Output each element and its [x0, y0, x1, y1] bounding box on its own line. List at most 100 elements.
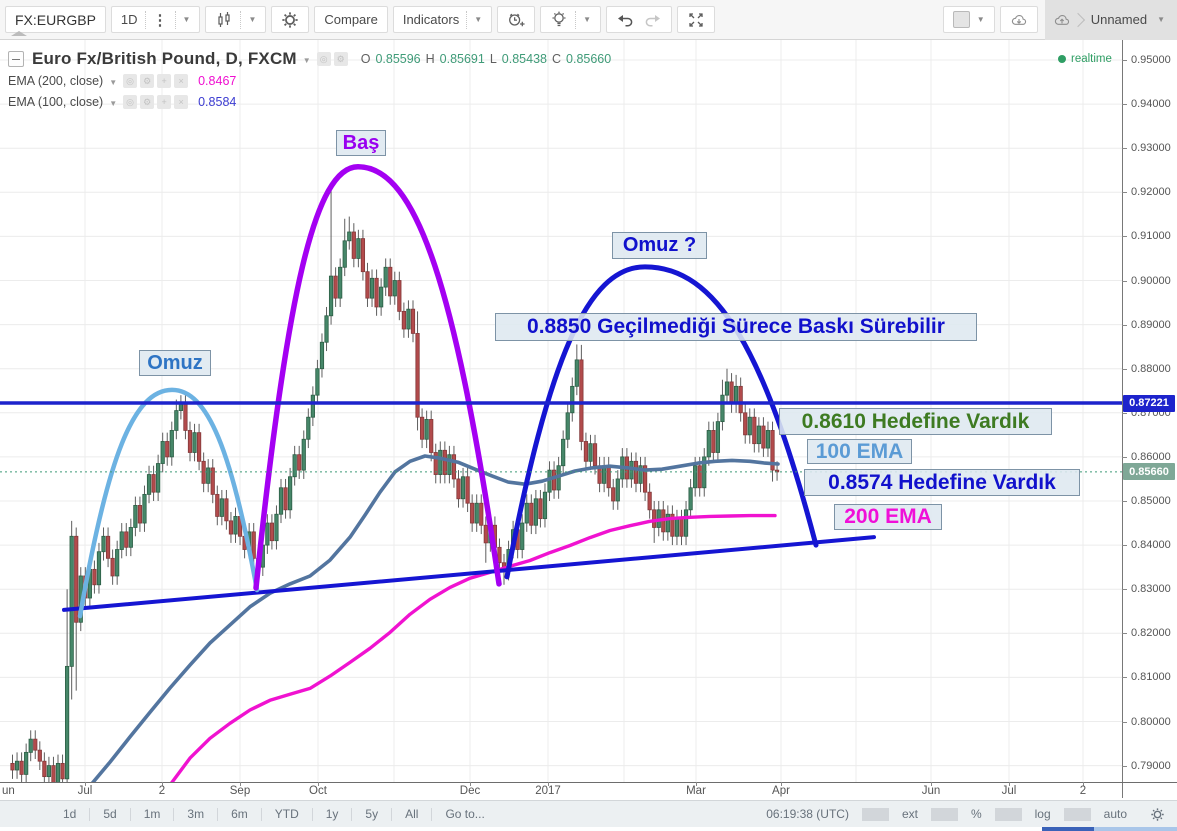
layout-name[interactable]: Unnamed [1090, 12, 1148, 27]
chevron-down-icon[interactable]: ▼ [583, 14, 592, 24]
chevron-down-icon[interactable]: ▼ [302, 56, 311, 65]
range-5y[interactable]: 5y [365, 807, 379, 821]
divider [466, 10, 468, 29]
price-axis-line[interactable] [1122, 40, 1123, 798]
price-axis[interactable]: 0.95000 0.94000 0.93000 0.92000 0.91000 0.900… [1122, 0, 1177, 800]
time-tick-label: Dec [459, 785, 481, 797]
chart-legend: Euro Fx/British Pound, D, FXCM ▼ ◎ ⚙ O 0.… [8, 49, 611, 113]
time-tick-dash [781, 782, 782, 786]
toggle-ext[interactable]: ext [901, 807, 918, 821]
redo-icon[interactable] [644, 11, 662, 29]
price-tick-label: 0.84000 [1131, 539, 1171, 552]
candlestick-style-icon [218, 11, 231, 27]
alarm-add-icon [509, 13, 525, 26]
eye-icon[interactable]: ◎ [316, 52, 331, 66]
indicator-row-ema200: EMA (200, close) ▼ ◎ ⚙ + × 0.8467 [8, 71, 611, 91]
time-tick-dash [1009, 782, 1010, 786]
toolbar-right-group: ▼ Unnamed ▼ [942, 0, 1177, 40]
time-tick-dash [470, 782, 471, 786]
left-shoulder-label[interactable]: Omuz [139, 350, 211, 376]
price-tick-dash [1122, 589, 1127, 591]
ema100-line [90, 454, 780, 782]
layout-select-button[interactable]: ▼ [942, 6, 995, 33]
range-1m[interactable]: 1m [143, 807, 161, 821]
target-8574-note[interactable]: 0.8574 Hedefine Vardık [804, 469, 1080, 496]
compare-button[interactable]: Compare [314, 6, 388, 33]
time-tick-label: Jul [77, 785, 93, 797]
add-alert-button[interactable] [497, 6, 536, 33]
ideas-button[interactable]: ▼ [540, 6, 602, 33]
toggle-log[interactable]: log [1034, 807, 1051, 821]
goto-date-button[interactable]: Go to... [445, 807, 485, 821]
series-title: Euro Fx/British Pound, D, FXCM [32, 49, 297, 68]
interval-text: 1D [120, 12, 138, 27]
range-6m[interactable]: 6m [231, 807, 248, 821]
ema200-line [170, 513, 777, 782]
chevron-down-icon[interactable]: ▼ [109, 99, 118, 108]
range-all[interactable]: All [405, 807, 419, 821]
collapse-toolbar-arrow[interactable] [11, 31, 27, 36]
chart-style-button[interactable]: ▼ [205, 6, 267, 33]
price-tick-dash [1122, 148, 1127, 150]
chevron-down-icon[interactable]: ▼ [474, 14, 483, 24]
price-tick-dash [1122, 192, 1127, 194]
clock-utc[interactable]: 06:19:38 (UTC) [766, 807, 849, 821]
head-label[interactable]: Baş [336, 130, 386, 156]
time-tick-label: 2 [158, 785, 166, 797]
close-icon[interactable]: × [174, 74, 189, 88]
target-8610-note[interactable]: 0.8610 Hedefine Vardık [779, 408, 1052, 435]
fullscreen-button[interactable] [677, 6, 716, 33]
time-axis-line[interactable] [0, 782, 1177, 783]
time-tick-label: 2 [1079, 785, 1087, 797]
gear-icon[interactable]: ⚙ [140, 74, 155, 88]
price-tick-label: 0.82000 [1131, 627, 1171, 640]
time-axis[interactable]: un Jul 2 Sep Oct Dec 2017 Mar Apr Jun Jul 2 [0, 782, 1122, 800]
chevron-down-icon[interactable]: ▼ [976, 14, 985, 24]
gear-icon[interactable]: ⚙ [333, 52, 348, 66]
chevron-down-icon[interactable]: ▼ [109, 78, 118, 87]
chevron-down-icon[interactable]: ▼ [248, 14, 257, 24]
ema100-label[interactable]: 100 EMA [807, 439, 912, 464]
time-tick-label: Jun [921, 785, 941, 797]
cloud-upload-icon[interactable] [1053, 11, 1071, 29]
toggle-auto[interactable]: auto [1103, 807, 1127, 821]
price-tick-dash [1122, 456, 1127, 458]
add-icon[interactable]: + [157, 95, 172, 109]
chevron-down-icon[interactable]: ▼ [182, 14, 191, 24]
ema200-label[interactable]: 200 EMA [834, 504, 942, 530]
load-layout-button[interactable] [999, 6, 1038, 33]
indicator-row-ema100: EMA (100, close) ▼ ◎ ⚙ + × 0.8584 [8, 92, 611, 112]
undo-icon[interactable] [616, 11, 634, 29]
toggle-percent[interactable]: % [970, 807, 982, 821]
fullscreen-icon [689, 12, 703, 27]
indicators-button[interactable]: Indicators ▼ [392, 6, 493, 33]
add-icon[interactable]: + [157, 74, 172, 88]
interval-button[interactable]: 1D ⋮ ▼ [110, 6, 201, 33]
range-1d[interactable]: 1d [63, 807, 77, 821]
time-tick-dash [696, 782, 697, 786]
divider [575, 10, 577, 29]
time-tick-label: Sep [229, 785, 251, 797]
range-1y[interactable]: 1y [325, 807, 339, 821]
symbol-text: FX:EURGBP [15, 11, 96, 28]
top-toolbar: FX:EURGBP 1D ⋮ ▼ ▼ [0, 0, 1177, 40]
bottom-toolbar: 1d 5d 1m 3m 6m YTD 1y 5y All Go to... 06… [0, 800, 1177, 827]
eye-icon[interactable]: ◎ [123, 74, 138, 88]
chevron-down-icon[interactable]: ▼ [1157, 14, 1165, 24]
resistance-note[interactable]: 0.8850 Geçilmediği Sürece Baskı Sürebili… [495, 313, 977, 341]
range-ytd[interactable]: YTD [274, 807, 299, 821]
gear-icon[interactable]: ⚙ [140, 95, 155, 109]
range-5d[interactable]: 5d [103, 807, 117, 821]
kebab-menu-icon[interactable]: ⋮ [152, 11, 168, 29]
right-shoulder-label[interactable]: Omuz ? [612, 232, 707, 259]
collapse-pane-icon[interactable] [8, 51, 24, 67]
price-tick-label: 0.95000 [1131, 54, 1171, 66]
close-icon[interactable]: × [174, 95, 189, 109]
eye-icon[interactable]: ◎ [123, 95, 138, 109]
axis-settings-gear-icon[interactable] [1150, 807, 1165, 822]
layout-square-icon [952, 11, 970, 28]
settings-button[interactable] [271, 6, 310, 33]
range-3m[interactable]: 3m [187, 807, 205, 821]
price-tick-dash [1122, 104, 1127, 106]
symbol-button[interactable]: FX:EURGBP [5, 6, 106, 33]
